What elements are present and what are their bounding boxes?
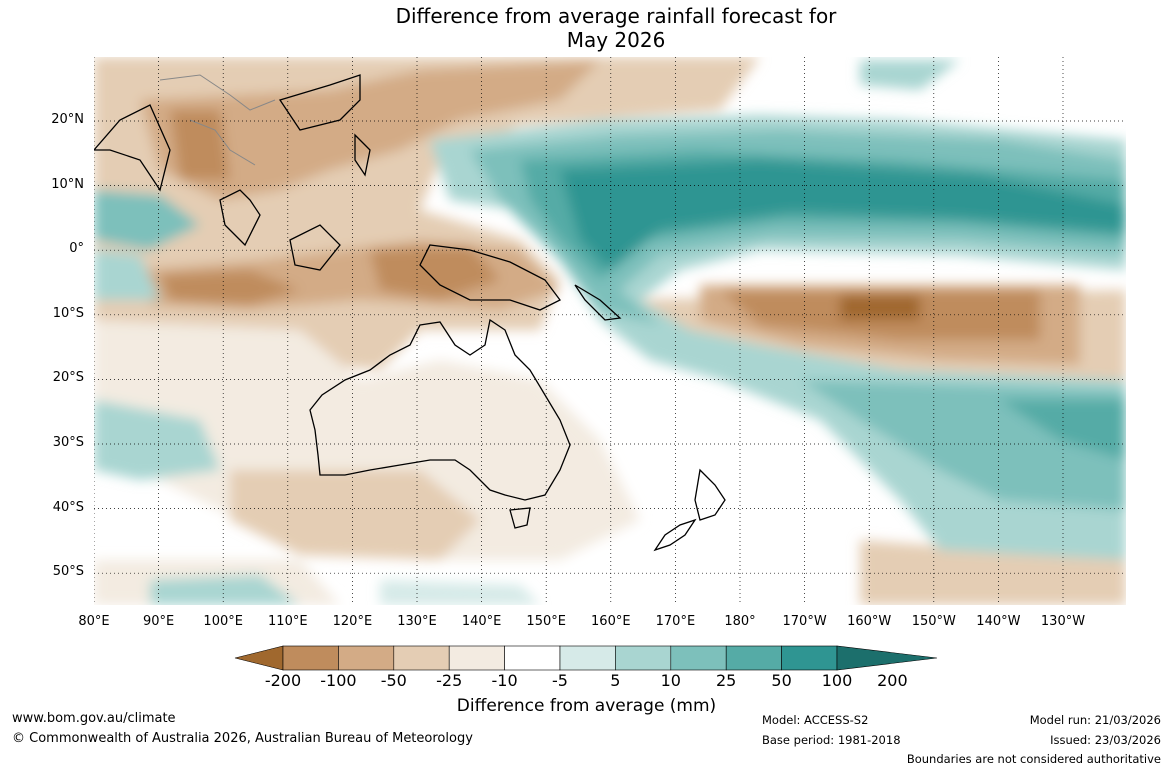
longitude-label: 90°E (142, 614, 175, 629)
colorbar-swatch (615, 645, 672, 671)
colorbar-swatch (393, 645, 450, 671)
issued-text: Issued: 23/03/2026 (1050, 733, 1161, 747)
latitude-label: 10°S (52, 305, 84, 321)
colorbar-tick-label: -200 (264, 671, 302, 690)
longitude-label: 160°E (591, 614, 631, 629)
colorbar-swatch (448, 645, 505, 671)
latitude-label: 20°S (52, 370, 84, 386)
model-run-text: Model run: 21/03/2026 (1029, 713, 1161, 727)
colorbar-swatch (781, 645, 838, 671)
anomaly-field (94, 57, 1126, 605)
colorbar-tick-label: -50 (380, 671, 407, 690)
latitude-label: 30°S (52, 435, 84, 450)
longitude-label: 130°E (397, 614, 437, 629)
colorbar-tick-label: -10 (491, 671, 518, 690)
map-title: Difference from average rainfall forecas… (0, 4, 1173, 52)
colorbar-tick-label: 50 (771, 671, 792, 690)
title-line-1: Difference from average rainfall forecas… (395, 4, 837, 28)
longitude-label: 170°W (782, 614, 827, 629)
title-line-2: May 2026 (566, 28, 666, 52)
longitude-label: 100°E (203, 614, 243, 629)
colorbar-swatch (670, 645, 727, 671)
base-period-text: Base period: 1981-2018 (762, 733, 901, 747)
colorbar-tick-label: -25 (436, 671, 463, 690)
colorbar-swatch (282, 645, 339, 671)
country-borders (159, 74, 276, 166)
graticule (94, 57, 1126, 605)
colorbar-swatch (559, 645, 616, 671)
colorbar-tick-label: -5 (552, 671, 568, 690)
latitude-label: 50°S (52, 564, 84, 580)
latitude-label: 20°N (51, 112, 84, 127)
colorbar-high-extension (836, 645, 938, 671)
colorbar-swatch (338, 645, 395, 671)
longitude-label: 120°E (332, 614, 373, 629)
colorbar-tick-label: 10 (660, 671, 681, 690)
coastlines (94, 74, 726, 552)
longitude-label: 140°W (976, 614, 1021, 629)
longitude-label: 150°E (526, 614, 566, 629)
colorbar-tick-label: 200 (877, 671, 908, 690)
latitude-label: 40°S (52, 499, 84, 515)
longitude-label: 140°E (461, 614, 502, 629)
copyright-text: © Commonwealth of Australia 2026, Austra… (12, 731, 473, 746)
colorbar-low-extension (234, 645, 284, 671)
longitude-label: 150°W (911, 614, 956, 629)
longitude-label: 130°W (1040, 614, 1086, 629)
colorbar-swatch (504, 645, 561, 671)
boundaries-disclaimer: Boundaries are not considered authoritat… (906, 752, 1161, 766)
model-text: Model: ACCESS-S2 (762, 713, 869, 727)
longitude-label: 80°E (78, 614, 110, 629)
colorbar-label: Difference from average (mm) (456, 696, 717, 716)
longitude-label: 180° (724, 614, 756, 629)
latitude-label: 0° (69, 241, 84, 257)
colorbar-tick-label: 100 (821, 671, 853, 690)
longitude-label: 160°W (847, 614, 892, 629)
latitude-label: 10°N (51, 176, 84, 192)
colorbar-tick-label: 5 (610, 671, 621, 690)
website-link[interactable]: www.bom.gov.au/climate (12, 711, 176, 726)
colorbar-tick-label: -100 (320, 671, 357, 690)
longitude-label: 110°E (268, 614, 308, 629)
longitude-label: 170°E (655, 614, 696, 629)
colorbar (234, 645, 938, 671)
colorbar-tick-label: 25 (716, 671, 737, 690)
colorbar-swatch (725, 645, 782, 671)
